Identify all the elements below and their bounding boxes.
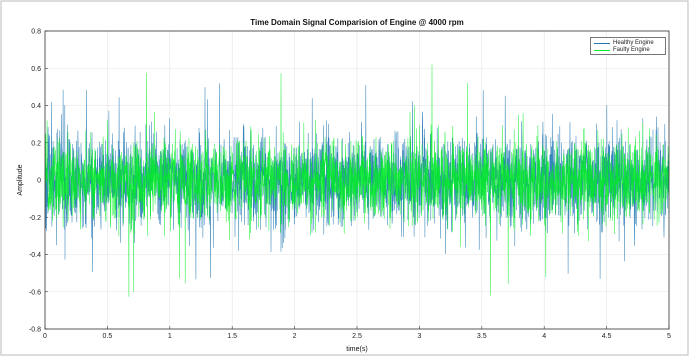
legend-swatch-faulty: [594, 49, 610, 51]
x-tick-label: 3.5: [477, 333, 487, 340]
y-tick-label: -0.2: [29, 215, 41, 222]
x-axis-label: time(s): [346, 346, 367, 353]
x-tick-labels: 0 0.5 1 1.5 2 2.5 3 3.5 4 4.5 5: [43, 333, 671, 340]
y-tick-label: -0.4: [29, 252, 41, 259]
x-tick-label: 1.5: [227, 333, 237, 340]
y-tick-label: 0: [37, 178, 41, 185]
x-tick-label: 0: [43, 333, 47, 340]
y-tick-label: 0.8: [31, 29, 41, 36]
y-tick-label: -0.8: [29, 327, 41, 334]
legend-swatch-healthy: [594, 42, 610, 44]
x-tick-label: 4.5: [602, 333, 612, 340]
x-tick-label: 2.5: [352, 333, 362, 340]
legend-item-healthy: Healthy Engine: [594, 39, 654, 47]
x-tick-label: 0.5: [103, 333, 113, 340]
signal-layer: [44, 64, 670, 297]
y-tick-label: 0.6: [31, 66, 41, 73]
x-tick-label: 2: [293, 333, 297, 340]
x-tick-label: 5: [667, 333, 671, 340]
legend-label-faulty: Faulty Engine: [613, 47, 650, 53]
x-tick-label: 1: [168, 333, 172, 340]
y-tick-label: -0.6: [29, 289, 41, 296]
chart-title: Time Domain Signal Comparision of Engine…: [250, 18, 463, 27]
legend-item-faulty: Faulty Engine: [594, 46, 650, 54]
y-tick-label: 0.2: [31, 140, 41, 147]
y-tick-label: 0.4: [31, 103, 41, 110]
y-axis-label: Amplitude: [17, 164, 24, 195]
y-tick-labels: -0.8 -0.6 -0.4 -0.2 0 0.2 0.4 0.6 0.8: [29, 29, 41, 334]
x-tick-label: 4: [542, 333, 546, 340]
series-line-healthy: [44, 83, 670, 280]
legend: Healthy Engine Faulty Engine: [590, 37, 666, 55]
series-line-faulty: [44, 64, 670, 297]
x-tick-label: 3: [417, 333, 421, 340]
legend-label-healthy: Healthy Engine: [613, 40, 654, 46]
plot-area-border: [44, 30, 670, 330]
